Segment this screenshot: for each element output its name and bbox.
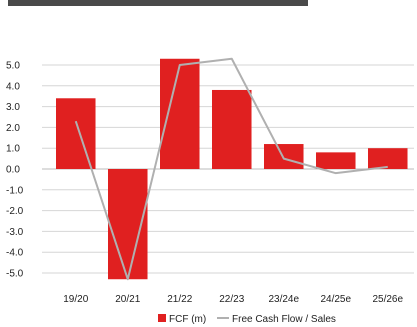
bar-21/22 xyxy=(160,58,200,170)
x-tick-label: 21/22 xyxy=(167,294,192,305)
legend-label-fcf-sales: Free Cash Flow / Sales xyxy=(232,314,336,325)
line-series xyxy=(74,57,388,281)
y-tick-label: 4.0 xyxy=(6,81,20,92)
y-tick-label: -3.0 xyxy=(6,227,24,238)
y-tick-label: 3.0 xyxy=(6,102,20,113)
bar-24/25e xyxy=(316,152,356,169)
x-tick-label: 22/23 xyxy=(219,294,244,305)
bar-22/23 xyxy=(212,89,252,169)
y-tick-label: -2.0 xyxy=(6,206,24,217)
cropped-title-fragment xyxy=(8,0,308,6)
y-tick-label: 2.0 xyxy=(6,123,20,134)
x-tick-label: 19/20 xyxy=(63,294,88,305)
x-tick-label: 23/24e xyxy=(268,294,299,305)
legend-swatch-fcf xyxy=(158,314,166,322)
x-tick-label: 24/25e xyxy=(320,294,351,305)
bar-19/20 xyxy=(56,98,96,169)
x-axis: 19/20 20/21 21/22 22/23 23/24e 24/25e 25/26e xyxy=(63,294,403,305)
bars xyxy=(56,58,408,280)
line-free-cash-flow-sales xyxy=(74,57,388,281)
title-area xyxy=(8,0,308,6)
y-axis: 5.0 4.0 3.0 2.0 1.0 0.0 -1.0 -2.0 -3.0 -4.0 -5.0 xyxy=(6,61,24,280)
legend-label-fcf: FCF (m) xyxy=(169,314,206,325)
y-tick-label: -5.0 xyxy=(6,269,24,280)
y-tick-label: 0.0 xyxy=(6,165,20,176)
y-tick-label: -4.0 xyxy=(6,248,24,259)
x-tick-label: 20/21 xyxy=(115,294,140,305)
y-tick-label: -1.0 xyxy=(6,185,24,196)
legend: FCF (m) Free Cash Flow / Sales xyxy=(158,314,336,325)
x-tick-label: 25/26e xyxy=(372,294,403,305)
y-tick-label: 5.0 xyxy=(6,61,20,72)
bar-25/26e xyxy=(368,148,408,169)
y-tick-label: 1.0 xyxy=(6,144,20,155)
